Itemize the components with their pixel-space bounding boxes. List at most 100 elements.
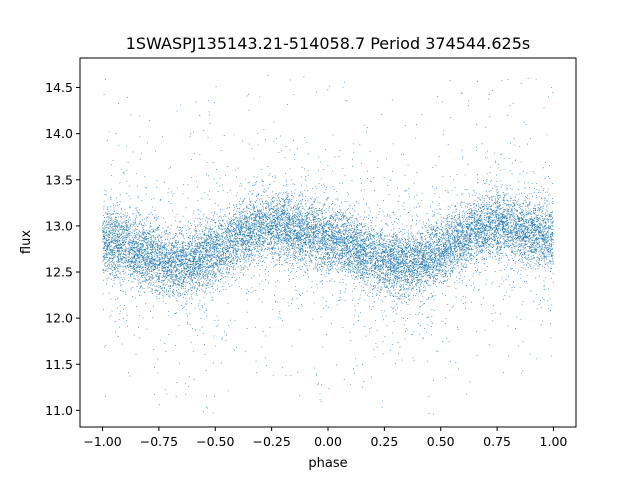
data-point xyxy=(458,214,460,215)
data-point xyxy=(337,258,339,260)
data-point xyxy=(350,245,352,246)
data-point xyxy=(235,247,237,249)
data-point xyxy=(410,288,412,290)
data-point xyxy=(189,274,190,276)
data-point xyxy=(307,190,309,192)
data-point xyxy=(205,269,207,271)
data-point xyxy=(320,259,322,261)
data-point xyxy=(408,295,409,297)
data-point xyxy=(496,217,497,219)
data-point xyxy=(448,238,450,240)
data-point xyxy=(163,217,164,219)
data-point xyxy=(115,205,117,207)
data-point xyxy=(306,255,308,256)
data-point xyxy=(125,231,127,233)
data-point xyxy=(166,271,168,273)
data-point xyxy=(284,229,286,230)
data-point xyxy=(119,232,121,234)
data-point xyxy=(370,232,371,234)
data-point xyxy=(172,250,174,251)
data-point xyxy=(539,232,541,234)
data-point xyxy=(472,245,474,247)
data-point xyxy=(332,258,334,260)
data-point xyxy=(471,211,473,213)
data-point xyxy=(260,169,262,170)
data-point xyxy=(149,272,150,274)
data-point xyxy=(254,241,256,243)
data-point xyxy=(464,234,465,236)
data-point xyxy=(122,290,124,292)
data-point xyxy=(421,249,423,251)
data-point xyxy=(417,247,419,248)
data-point xyxy=(214,230,215,232)
data-point xyxy=(332,238,333,239)
data-point xyxy=(376,346,378,348)
data-point xyxy=(197,272,198,274)
data-point xyxy=(276,240,278,242)
data-point xyxy=(452,266,454,268)
data-point xyxy=(157,273,159,275)
data-point xyxy=(115,265,117,267)
data-point xyxy=(445,236,447,238)
data-point xyxy=(256,214,258,215)
data-point xyxy=(223,260,225,262)
data-point xyxy=(509,216,511,218)
data-point xyxy=(414,260,415,262)
data-point xyxy=(191,159,192,160)
data-point xyxy=(336,242,337,243)
data-point xyxy=(129,223,131,225)
data-point xyxy=(147,247,149,248)
data-point xyxy=(462,249,464,251)
data-point xyxy=(320,241,321,243)
data-point xyxy=(411,282,412,284)
data-point xyxy=(160,243,162,245)
data-point xyxy=(234,244,236,246)
data-point xyxy=(547,237,549,239)
data-point xyxy=(524,215,526,217)
data-point xyxy=(538,238,539,240)
data-point xyxy=(431,251,432,252)
data-point xyxy=(330,262,332,264)
data-point xyxy=(379,270,381,272)
data-point xyxy=(215,280,216,282)
data-point xyxy=(305,200,306,201)
data-point xyxy=(477,241,479,243)
data-point xyxy=(452,242,454,244)
data-point xyxy=(144,276,145,278)
data-point xyxy=(416,242,418,244)
data-point xyxy=(176,269,177,270)
data-point xyxy=(499,217,501,218)
data-point xyxy=(465,233,467,235)
data-point xyxy=(392,255,393,257)
data-point xyxy=(154,290,156,292)
data-point xyxy=(111,268,112,270)
data-point xyxy=(324,246,326,248)
data-point xyxy=(404,264,406,266)
data-point xyxy=(379,270,380,272)
data-point xyxy=(385,249,387,250)
data-point xyxy=(334,156,336,158)
data-point xyxy=(136,285,138,287)
data-point xyxy=(436,247,438,249)
data-point xyxy=(330,247,332,249)
data-point xyxy=(393,236,394,238)
data-point xyxy=(139,253,140,254)
data-point xyxy=(185,308,187,310)
data-point xyxy=(256,244,258,246)
data-point xyxy=(433,266,434,267)
data-point xyxy=(481,259,483,260)
data-point xyxy=(390,271,392,273)
data-point xyxy=(437,275,439,277)
data-point xyxy=(232,265,234,267)
data-point xyxy=(225,229,227,231)
data-point xyxy=(547,234,549,236)
data-point xyxy=(363,248,365,250)
data-point xyxy=(116,267,117,269)
data-point xyxy=(544,263,546,265)
data-point xyxy=(215,222,217,223)
data-point xyxy=(243,227,245,228)
data-point xyxy=(350,256,352,258)
data-point xyxy=(110,196,112,198)
data-point xyxy=(411,218,413,220)
data-point xyxy=(531,232,533,234)
